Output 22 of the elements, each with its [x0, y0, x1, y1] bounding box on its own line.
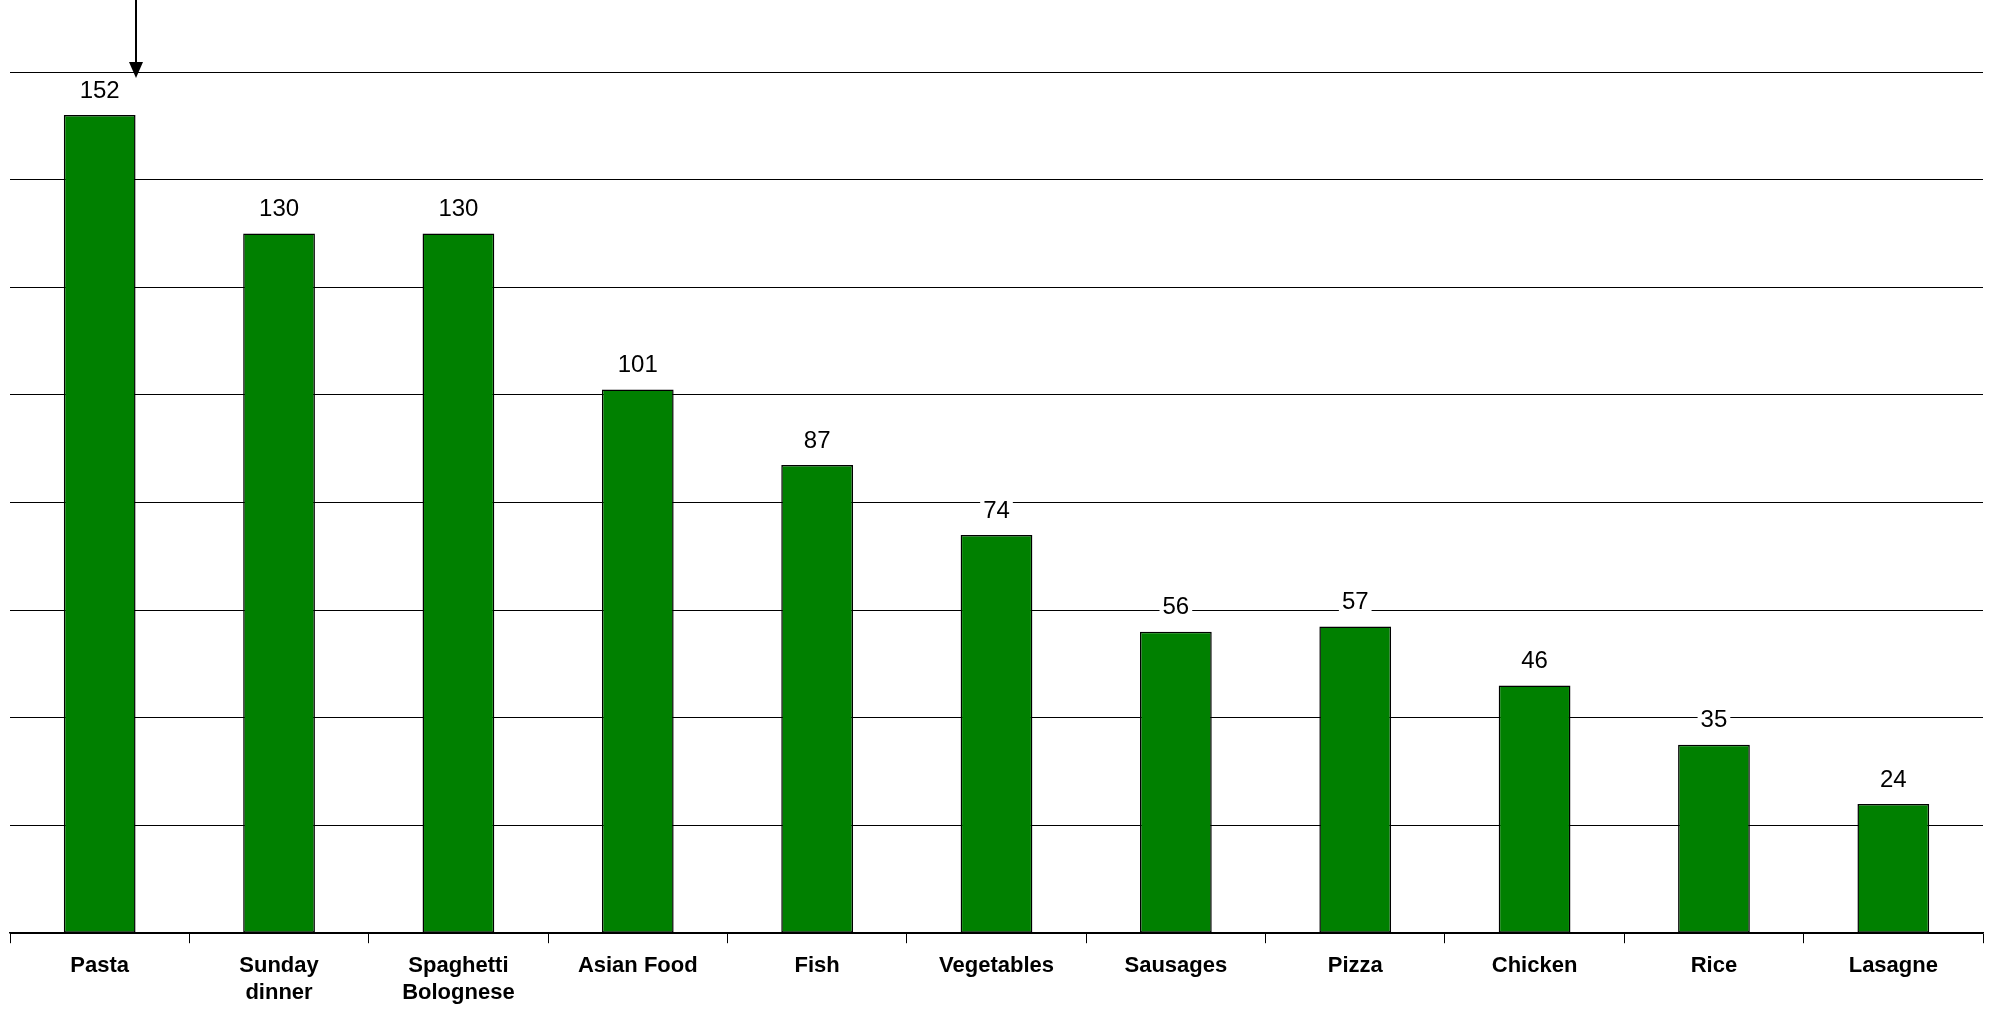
data-label: 57 — [1341, 587, 1369, 615]
x-tick-label: Asian Food — [577, 952, 698, 978]
data-label: 46 — [1521, 646, 1548, 674]
x-tick-label: Spaghetti Bolognese — [402, 952, 515, 1004]
data-label: 35 — [1700, 705, 1728, 733]
data-label: 101 — [617, 350, 658, 378]
x-tick-label: Vegetables — [939, 952, 1054, 978]
x-tick-label: Pasta — [70, 952, 130, 978]
data-label: 130 — [259, 194, 300, 222]
x-tick-label: Pizza — [1327, 952, 1384, 978]
data-label: 56 — [1162, 592, 1190, 620]
data-label: 87 — [803, 425, 831, 453]
x-tick-label: Sunday dinner — [239, 952, 320, 1004]
x-tick-label: Chicken — [1491, 952, 1578, 978]
data-label: 74 — [983, 495, 1010, 523]
x-tick-label: Lasagne — [1848, 952, 1938, 978]
data-label: 152 — [79, 75, 120, 103]
data-label: 130 — [438, 194, 479, 222]
x-tick-label: Sausages — [1124, 952, 1228, 978]
data-label: 24 — [1879, 764, 1907, 792]
x-tick-label: Fish — [794, 952, 840, 978]
x-tick-label: Rice — [1690, 952, 1738, 978]
